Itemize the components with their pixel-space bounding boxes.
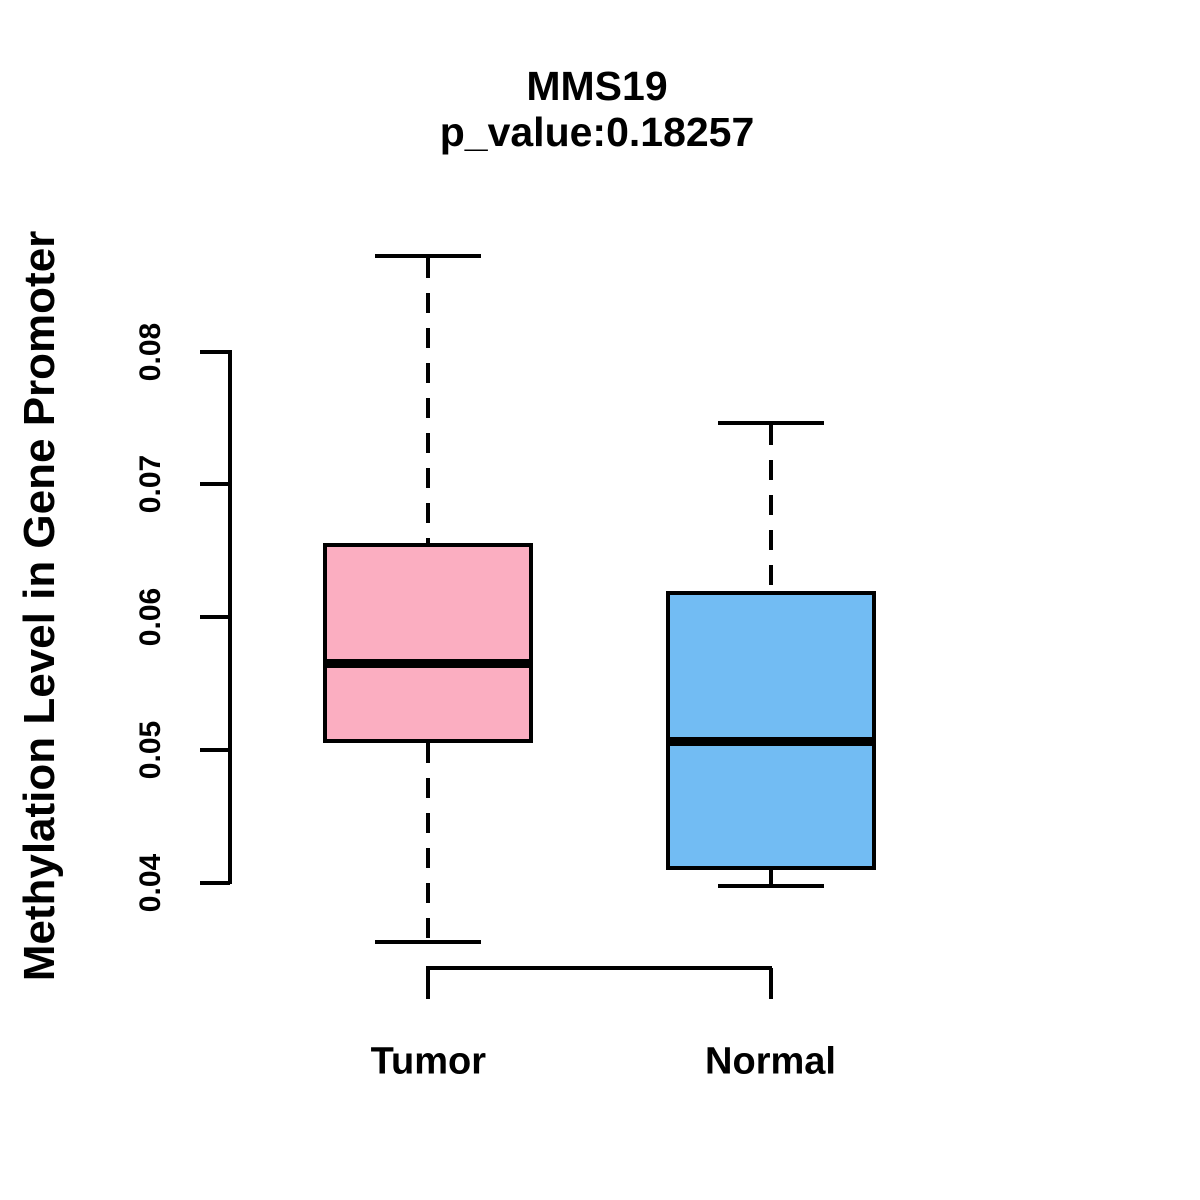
x-axis-tick-tumor — [426, 968, 431, 1000]
upper-whisker-cap-normal — [717, 421, 824, 426]
lower-whisker-cap-normal — [717, 884, 824, 889]
y-axis-tick — [200, 482, 230, 487]
y-tick-label: 0.06 — [134, 587, 167, 647]
x-axis-line — [426, 966, 773, 971]
y-axis-tick — [200, 615, 230, 620]
pvalue-subtitle: p_value:0.18257 — [439, 109, 755, 155]
lower-whisker-tumor — [426, 742, 431, 941]
lower-whisker-normal — [768, 869, 773, 885]
y-axis-tick — [200, 880, 230, 885]
median-line-tumor — [325, 659, 532, 669]
y-tick-label: 0.08 — [134, 322, 167, 381]
x-axis-tick-normal — [768, 968, 773, 1000]
upper-whisker-cap-tumor — [375, 254, 482, 259]
upper-whisker-normal — [768, 425, 773, 592]
x-category-label-normal: Normal — [705, 1040, 836, 1083]
upper-whisker-tumor — [426, 258, 431, 544]
median-line-normal — [667, 737, 874, 747]
x-category-label-tumor: Tumor — [370, 1040, 486, 1083]
y-tick-label: 0.04 — [134, 853, 167, 912]
gene-title: MMS19 — [526, 63, 668, 109]
y-axis-tick — [200, 747, 230, 752]
y-tick-label: 0.07 — [134, 455, 167, 514]
iqr-box-normal — [665, 591, 876, 870]
lower-whisker-cap-tumor — [375, 940, 482, 945]
chart-title-block: MMS19 p_value:0.18257 — [440, 63, 755, 155]
y-tick-label: 0.05 — [134, 720, 167, 779]
y-axis-tick — [200, 349, 230, 354]
y-axis-line — [228, 349, 232, 885]
iqr-box-tumor — [323, 543, 534, 743]
